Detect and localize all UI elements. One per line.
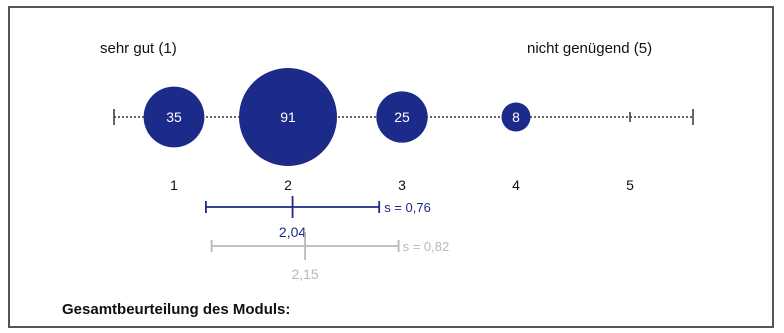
module-overall-rating-label: Gesamtbeurteilung des Moduls: (62, 301, 291, 318)
tick-label-4: 4 (512, 177, 520, 193)
primary-mean-label: 2,04 (279, 224, 306, 240)
tick-label-5: 5 (626, 177, 634, 193)
chart-frame (8, 6, 774, 328)
tick-label-2: 2 (284, 177, 292, 193)
bubble-grade-2 (239, 68, 337, 166)
secondary-mean-label: 2,15 (291, 266, 318, 282)
bubble-count-4: 8 (512, 109, 520, 125)
bubble-grade-4 (501, 102, 531, 132)
bubble-grade-1 (143, 86, 205, 148)
secondary-std-label: s = 0,82 (403, 239, 450, 254)
tick-label-1: 1 (170, 177, 178, 193)
tick-label-3: 3 (398, 177, 406, 193)
bubble-count-3: 25 (394, 109, 410, 125)
left-scale-label: sehr gut (1) (100, 40, 177, 57)
bubble-grade-3 (376, 91, 428, 143)
primary-std-label: s = 0,76 (384, 200, 431, 215)
bubble-count-1: 35 (166, 109, 182, 125)
right-scale-label: nicht genügend (5) (527, 40, 652, 57)
bubble-count-2: 91 (280, 109, 296, 125)
